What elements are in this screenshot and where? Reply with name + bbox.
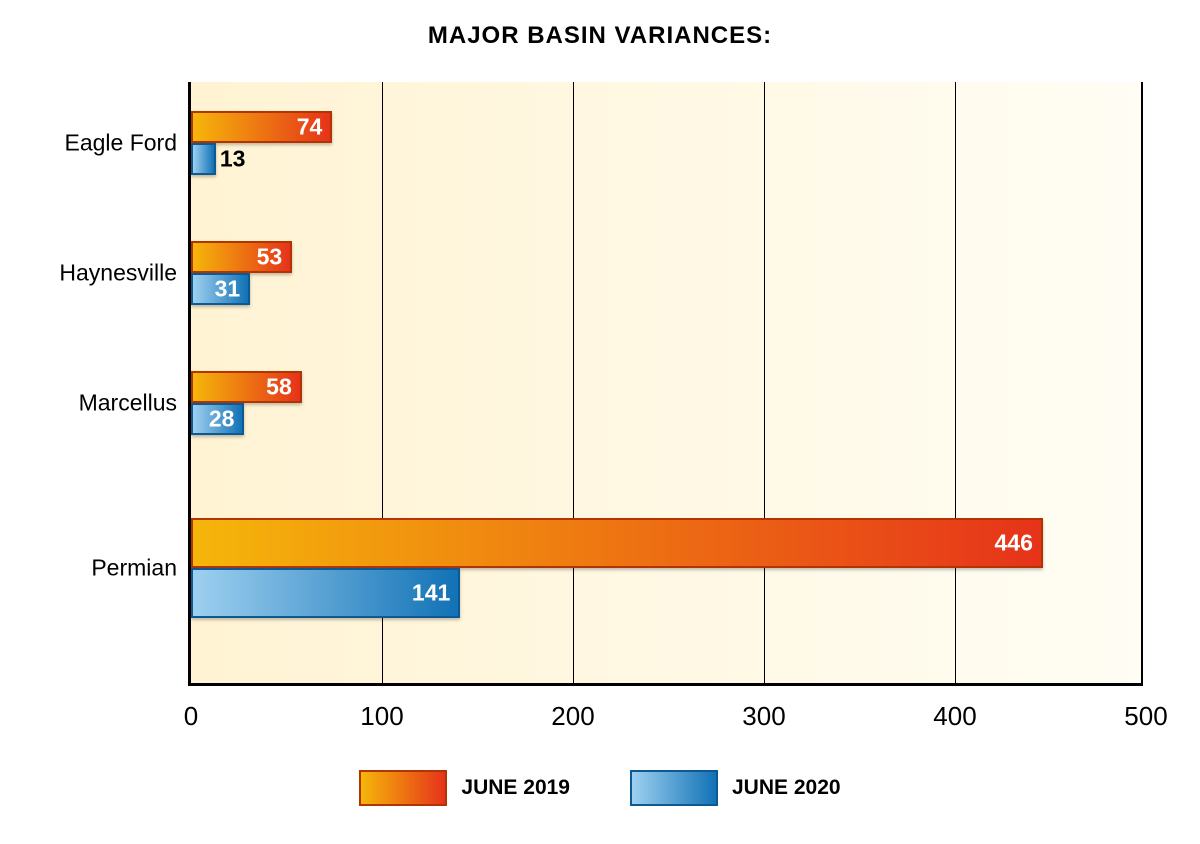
legend: JUNE 2019 JUNE 2020: [0, 770, 1200, 806]
x-tick-label: 500: [1124, 683, 1167, 732]
x-tick-label: 200: [551, 683, 594, 732]
gridline: [764, 82, 765, 683]
gridline: [573, 82, 574, 683]
y-axis-label: Marcellus: [7, 390, 177, 417]
bar-value-label: 31: [215, 276, 241, 303]
bar-value-label: 58: [266, 374, 292, 401]
plot-area: 0100200300400500Eagle Ford7413Haynesvill…: [188, 82, 1143, 686]
legend-item-june-2020: JUNE 2020: [630, 770, 841, 806]
bar: 53: [191, 241, 292, 273]
bar: 58: [191, 371, 302, 403]
plot-right-border: [1141, 82, 1143, 683]
bar-value-label: 13: [220, 146, 246, 173]
legend-swatch-june-2020: [630, 770, 718, 806]
bar: 74: [191, 111, 332, 143]
y-axis-label: Permian: [7, 555, 177, 582]
x-tick-label: 100: [360, 683, 403, 732]
chart-title: MAJOR BASIN VARIANCES:: [0, 22, 1200, 50]
x-tick-label: 0: [184, 683, 198, 732]
y-axis-label: Haynesville: [7, 260, 177, 287]
bar-value-label: 74: [297, 114, 323, 141]
legend-label-june-2019: JUNE 2019: [461, 776, 570, 800]
x-tick-label: 300: [742, 683, 785, 732]
chart-root: MAJOR BASIN VARIANCES: 0 100 200 300 400 500 E…: [0, 0, 1200, 844]
gridline: [955, 82, 956, 683]
bar: 141: [191, 568, 460, 618]
bar-value-label: 28: [209, 406, 235, 433]
bar: 28: [191, 403, 244, 435]
x-tick-label: 400: [933, 683, 976, 732]
y-axis-label: Eagle Ford: [7, 130, 177, 157]
legend-label-june-2020: JUNE 2020: [732, 776, 841, 800]
legend-swatch-june-2019: [359, 770, 447, 806]
legend-item-june-2019: JUNE 2019: [359, 770, 570, 806]
bar: 31: [191, 273, 250, 305]
bar-value-label: 53: [257, 244, 283, 271]
bar-value-label: 141: [412, 580, 450, 607]
bar-value-label: 446: [994, 530, 1032, 557]
bar: 13: [191, 143, 216, 175]
bar: 446: [191, 518, 1043, 568]
